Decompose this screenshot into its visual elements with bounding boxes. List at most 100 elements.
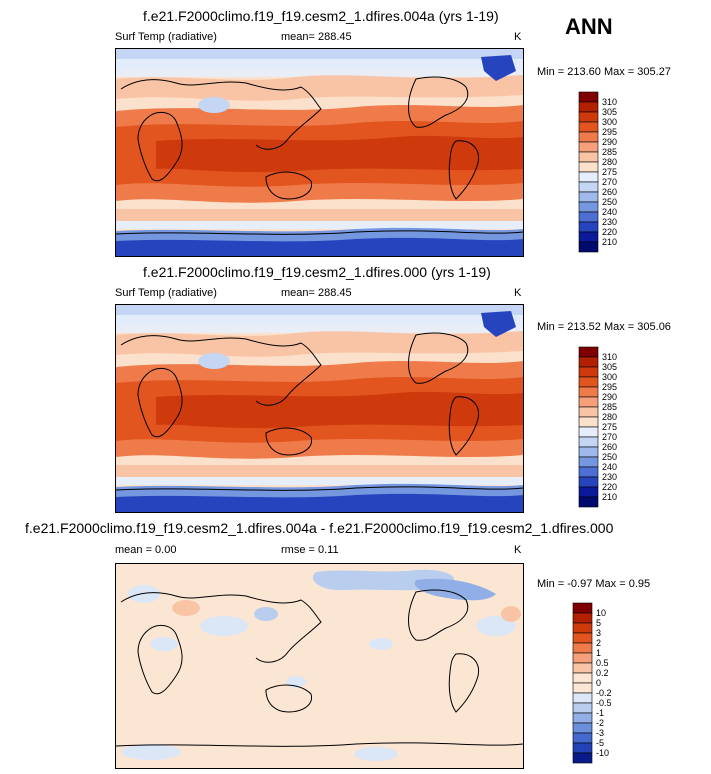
colorbar-tick-label: 285 (602, 402, 617, 412)
colorbar-tick-label: 210 (602, 237, 617, 247)
colorbar-swatch (572, 612, 593, 624)
colorbar-swatch (578, 416, 599, 428)
colorbar-tick-label: 5 (596, 618, 601, 628)
temperature-map (115, 48, 524, 257)
colorbar-tick-label: -0.5 (596, 698, 612, 708)
colorbar-swatch (572, 652, 593, 664)
colorbar-tick-label: -3 (596, 728, 604, 738)
variable-label: Surf Temp (radiative) (115, 287, 217, 299)
colorbar-tick-label: 250 (602, 197, 617, 207)
colorbar-swatch (578, 486, 599, 498)
colorbar: 310 305 300 295 290 285 280 275 270 260 250 240 230 2… (578, 91, 639, 254)
colorbar-tick-label: 250 (602, 452, 617, 462)
colorbar-swatch (578, 121, 599, 133)
colorbar-tick-label: 305 (602, 362, 617, 372)
colorbar-tick-label: 295 (602, 382, 617, 392)
colorbar-tick-label: -10 (596, 748, 609, 758)
colorbar-tick-label: 305 (602, 107, 617, 117)
colorbar-tick-label: 270 (602, 432, 617, 442)
colorbar-swatch (572, 712, 593, 724)
colorbar-swatch (578, 211, 599, 223)
colorbar-tick-label: 230 (602, 217, 617, 227)
stat-value: 288.45 (318, 287, 352, 299)
stat-label: mean= 288.45 (281, 287, 352, 299)
colorbar-swatch (578, 366, 599, 378)
stat-label: rmse = 0.11 (281, 544, 339, 556)
colorbar-tick-label: -1 (596, 708, 604, 718)
colorbar-tick-label: 285 (602, 147, 617, 157)
colorbar-swatch (578, 141, 599, 153)
colorbar-swatch (572, 672, 593, 684)
colorbar-tick-label: 280 (602, 412, 617, 422)
colorbar-swatch (578, 396, 599, 408)
colorbar-tick-label: 0 (596, 678, 601, 688)
colorbar-swatch (572, 642, 593, 654)
colorbar-swatch (572, 682, 593, 694)
colorbar-swatch (578, 111, 599, 123)
stat-value: 288.45 (318, 31, 352, 43)
colorbar-swatch (578, 466, 599, 478)
colorbar-tick-label: 290 (602, 392, 617, 402)
colorbar-tick-label: 240 (602, 462, 617, 472)
colorbar-swatch (578, 436, 599, 448)
colorbar-tick-label: 300 (602, 117, 617, 127)
colorbar-tick-label: 3 (596, 628, 601, 638)
colorbar-swatch (578, 406, 599, 418)
colorbar-tick-label: 295 (602, 127, 617, 137)
mean-label: mean = 0.00 (115, 544, 177, 556)
colorbar-swatch (572, 662, 593, 674)
min-max-label: Min = 213.52 Max = 305.06 (537, 321, 671, 333)
season-label: ANN (565, 14, 613, 39)
colorbar-swatch (578, 171, 599, 183)
colorbar-tick-label: 220 (602, 227, 617, 237)
colorbar-swatch (578, 241, 599, 253)
colorbar-swatch (578, 91, 599, 103)
colorbar-swatch (578, 231, 599, 243)
colorbar-tick-label: 310 (602, 97, 617, 107)
colorbar-tick-label: -5 (596, 738, 604, 748)
colorbar-swatch (578, 496, 599, 508)
colorbar-tick-label: -2 (596, 718, 604, 728)
units-label: K (514, 31, 522, 43)
colorbar: 10 5 3 2 1 0.5 0.2 0 -0.2 -0.5 -1 -2 -3 -5 -10 (572, 602, 633, 765)
colorbar-swatch (578, 101, 599, 113)
difference-map (115, 563, 524, 769)
stat-value: 0.11 (318, 544, 339, 556)
colorbar-swatch (572, 702, 593, 714)
colorbar-swatch (578, 181, 599, 193)
colorbar-tick-label: 290 (602, 137, 617, 147)
colorbar-tick-label: 240 (602, 207, 617, 217)
colorbar-swatch (578, 446, 599, 458)
colorbar-swatch (578, 356, 599, 368)
colorbar-tick-label: 280 (602, 157, 617, 167)
colorbar-swatch (572, 692, 593, 704)
colorbar-tick-label: 1 (596, 648, 601, 658)
colorbar-tick-label: 2 (596, 638, 601, 648)
colorbar-swatch (578, 151, 599, 163)
units-label: K (514, 544, 522, 556)
colorbar-swatch (572, 722, 593, 734)
colorbar-swatch (578, 386, 599, 398)
colorbar-swatch (578, 221, 599, 233)
colorbar-tick-label: 0.5 (596, 658, 609, 668)
colorbar-tick-label: -0.2 (596, 688, 612, 698)
variable-label: Surf Temp (radiative) (115, 31, 217, 43)
colorbar-swatch (572, 632, 593, 644)
colorbar-tick-label: 300 (602, 372, 617, 382)
colorbar-swatch (578, 456, 599, 468)
colorbar-swatch (578, 476, 599, 488)
stat-label: mean= 288.45 (281, 31, 352, 43)
min-max-label: Min = -0.97 Max = 0.95 (537, 578, 651, 590)
colorbar-tick-label: 275 (602, 167, 617, 177)
units-label: K (514, 287, 522, 299)
colorbar-swatch (578, 426, 599, 438)
colorbar-swatch (572, 602, 593, 614)
panel-title: f.e21.F2000climo.f19_f19.cesm2_1.dfires.… (143, 8, 499, 24)
panel-title: f.e21.F2000climo.f19_f19.cesm2_1.dfires.… (25, 520, 614, 536)
colorbar-tick-label: 260 (602, 187, 617, 197)
colorbar-swatch (578, 131, 599, 143)
colorbar-tick-label: 220 (602, 482, 617, 492)
colorbar-tick-label: 230 (602, 472, 617, 482)
colorbar-tick-label: 0.2 (596, 668, 609, 678)
temperature-map (115, 304, 524, 513)
